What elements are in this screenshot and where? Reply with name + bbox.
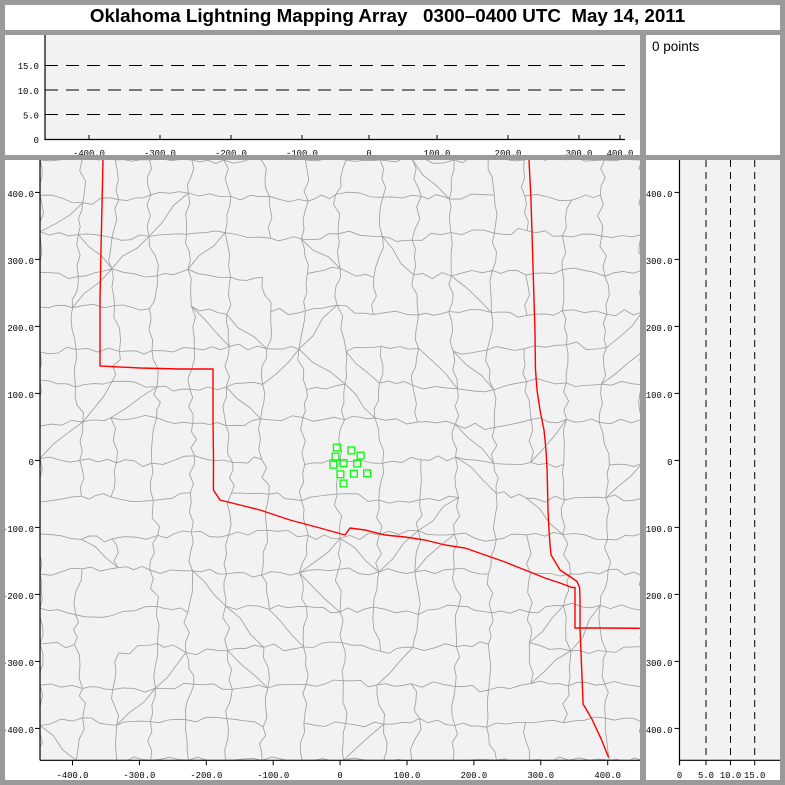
svg-text:-400.0: -400.0 bbox=[646, 726, 673, 736]
svg-text:400.0: 400.0 bbox=[646, 190, 673, 200]
svg-text:-300.0: -300.0 bbox=[144, 149, 176, 155]
svg-text:0: 0 bbox=[29, 458, 34, 468]
svg-text:5.0: 5.0 bbox=[698, 771, 714, 780]
svg-text:-100.0: -100.0 bbox=[5, 525, 34, 535]
svg-text:0 points: 0 points bbox=[652, 39, 700, 54]
svg-text:0: 0 bbox=[667, 458, 672, 468]
svg-text:100.0: 100.0 bbox=[7, 391, 34, 401]
svg-text:-400.0: -400.0 bbox=[73, 149, 105, 155]
svg-text:100.0: 100.0 bbox=[424, 149, 451, 155]
svg-text:-200.0: -200.0 bbox=[215, 149, 247, 155]
svg-text:-400.0: -400.0 bbox=[5, 726, 34, 736]
svg-text:300.0: 300.0 bbox=[646, 257, 673, 267]
svg-text:100.0: 100.0 bbox=[394, 771, 421, 780]
svg-text:200.0: 200.0 bbox=[7, 324, 34, 334]
svg-text:10.0: 10.0 bbox=[18, 87, 39, 97]
svg-text:400.0: 400.0 bbox=[594, 771, 621, 780]
svg-text:-100.0: -100.0 bbox=[257, 771, 289, 780]
svg-text:-300.0: -300.0 bbox=[646, 659, 673, 669]
svg-text:200.0: 200.0 bbox=[646, 324, 673, 334]
svg-text:-100.0: -100.0 bbox=[646, 525, 673, 535]
svg-text:300.0: 300.0 bbox=[7, 257, 34, 267]
svg-text:-200.0: -200.0 bbox=[190, 771, 222, 780]
svg-text:-200.0: -200.0 bbox=[5, 592, 34, 602]
svg-text:0: 0 bbox=[337, 771, 342, 780]
svg-text:-300.0: -300.0 bbox=[5, 659, 34, 669]
svg-text:200.0: 200.0 bbox=[495, 149, 522, 155]
svg-text:-400.0: -400.0 bbox=[57, 771, 89, 780]
svg-text:-100.0: -100.0 bbox=[286, 149, 318, 155]
svg-text:-300.0: -300.0 bbox=[123, 771, 155, 780]
svg-text:5.0: 5.0 bbox=[23, 112, 39, 122]
svg-text:400.0: 400.0 bbox=[7, 190, 34, 200]
svg-text:15.0: 15.0 bbox=[18, 62, 39, 72]
svg-text:300.0: 300.0 bbox=[566, 149, 593, 155]
svg-text:300.0: 300.0 bbox=[527, 771, 554, 780]
svg-text:0: 0 bbox=[34, 136, 39, 146]
svg-text:10.0: 10.0 bbox=[720, 771, 741, 780]
svg-text:15.0: 15.0 bbox=[744, 771, 765, 780]
svg-text:100.0: 100.0 bbox=[646, 391, 673, 401]
svg-text:0: 0 bbox=[366, 149, 371, 155]
svg-text:0: 0 bbox=[677, 771, 682, 780]
svg-text:-200.0: -200.0 bbox=[646, 592, 673, 602]
svg-text:400.0: 400.0 bbox=[607, 149, 634, 155]
svg-text:200.0: 200.0 bbox=[461, 771, 488, 780]
